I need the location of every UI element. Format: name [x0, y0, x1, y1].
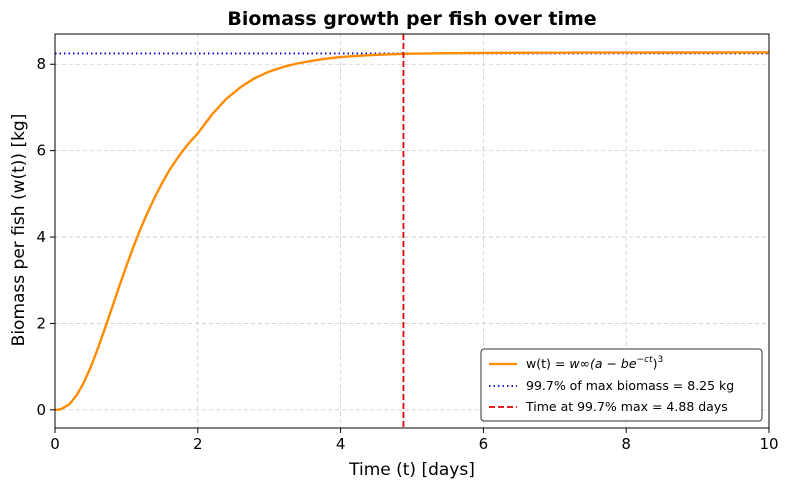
- x-axis-label: Time (t) [days]: [348, 460, 475, 480]
- x-tick-label: 0: [50, 435, 60, 453]
- legend-label-growth: w(t) = w∞(a − be−ct)3: [526, 355, 663, 371]
- y-tick-label: 4: [36, 228, 46, 246]
- x-tick-label: 10: [759, 435, 778, 453]
- x-tick-label: 2: [193, 435, 203, 453]
- x-tick-label: 8: [621, 435, 631, 453]
- y-axis-label: Biomass per fish (w(t)) [kg]: [9, 114, 29, 347]
- y-tick-label: 8: [36, 55, 46, 73]
- legend-label-max-biomass: 99.7% of max biomass = 8.25 kg: [526, 378, 734, 393]
- chart-title: Biomass growth per fish over time: [227, 8, 596, 30]
- grid: [54, 34, 770, 428]
- legend-growth-math: w∞(a − be: [569, 356, 637, 371]
- legend-growth-tail: ): [653, 356, 658, 371]
- x-tick-label: 4: [336, 435, 346, 453]
- y-tick-label: 2: [36, 314, 46, 332]
- growth-curve: [54, 51, 769, 412]
- x-tick-label: 6: [479, 435, 489, 453]
- legend-growth-prefix: w(t) =: [526, 356, 569, 371]
- axes-frame: [54, 33, 770, 429]
- legend: w(t) = w∞(a − be−ct)3 99.7% of max bioma…: [480, 348, 763, 422]
- legend-growth-sup: −ct: [637, 355, 653, 365]
- y-tick-label: 0: [36, 401, 46, 419]
- y-tick-label: 6: [36, 142, 46, 160]
- legend-label-time-max: Time at 99.7% max = 4.88 days: [525, 399, 728, 414]
- legend-growth-tail-sup: 3: [657, 355, 663, 365]
- ticks: 0 2 4 6 8 10 0 2 4 6 8: [36, 55, 778, 453]
- plot-area: [54, 34, 769, 428]
- legend-box: [480, 348, 763, 422]
